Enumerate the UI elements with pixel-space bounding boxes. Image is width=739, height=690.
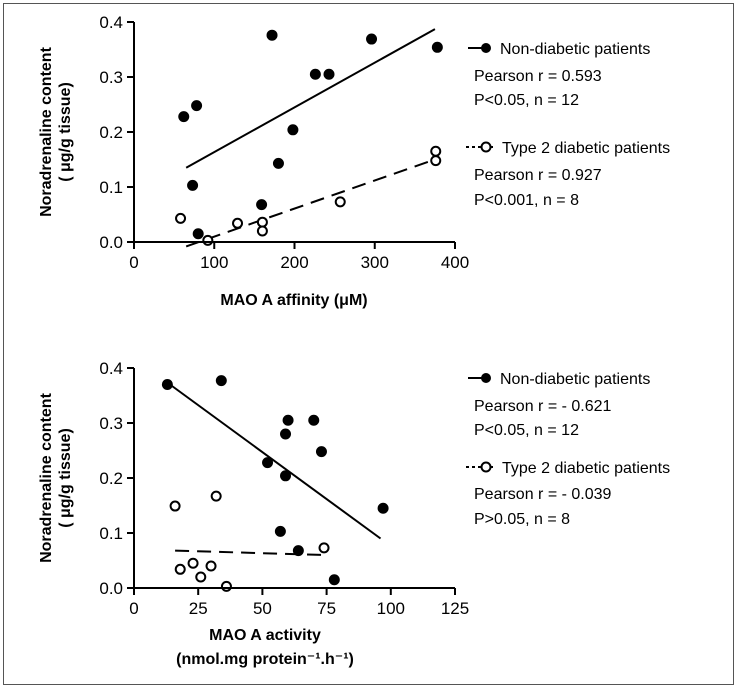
x-tick-label: 100 [377, 599, 405, 618]
y-axis-label-line1: Noradrenaline content [38, 392, 55, 562]
fit-line-nondiabetic [185, 28, 436, 169]
data-point-diabetic [430, 145, 442, 157]
data-point-diabetic [195, 571, 207, 583]
y-axis-label-line2: ( μg/g tissue) [57, 428, 74, 528]
y-tick-label: 0.4 [99, 13, 123, 32]
data-point-diabetic [232, 217, 244, 229]
data-point-nondiabetic [187, 179, 199, 191]
x-tick-label: 50 [253, 599, 272, 618]
data-point-diabetic [210, 490, 222, 502]
fit-line-diabetic [185, 158, 436, 248]
data-point-nondiabetic [272, 157, 284, 169]
data-point-diabetic [334, 196, 346, 208]
legend-marker-nondiabetic [481, 43, 491, 53]
legend-label-diabetic: Type 2 diabetic patients [502, 140, 670, 157]
data-point-nondiabetic [323, 68, 335, 80]
x-axis-label-line1: MAO A activity [209, 627, 321, 644]
x-tick-label: 400 [441, 253, 469, 272]
legend-label-nondiabetic: Non-diabetic patients [500, 41, 650, 58]
tick-group: 0 25 50 75 100 125 0.0 0.1 0.2 0.3 0.4 [99, 359, 469, 618]
data-point-nondiabetic [280, 470, 292, 482]
data-point-diabetic [256, 216, 268, 228]
data-point-nondiabetic [266, 29, 278, 41]
stats-diabetic-r: Pearson r = 0.927 [474, 167, 602, 184]
data-point-nondiabetic [282, 414, 294, 426]
data-point-nondiabetic [315, 446, 327, 458]
data-point-nondiabetic [292, 545, 304, 557]
x-tick-label: 200 [280, 253, 308, 272]
figure-frame [3, 3, 734, 685]
stats-nondiabetic-p: P<0.05, n = 12 [474, 422, 579, 439]
x-tick-label: 100 [200, 253, 228, 272]
x-tick-label: 75 [317, 599, 336, 618]
data-point-nondiabetic [256, 199, 268, 211]
y-tick-label: 0.1 [99, 178, 123, 197]
data-point-nondiabetic [161, 379, 173, 390]
data-point-diabetic [205, 560, 217, 572]
x-axis-label: MAO A affinity (μM) [220, 292, 367, 309]
data-point-diabetic [169, 500, 181, 512]
data-point-nondiabetic [178, 111, 190, 123]
fit-line-nondiabetic [169, 383, 382, 540]
x-tick-label: 0 [129, 599, 138, 618]
plot-area-activity [161, 375, 389, 592]
legend-label-nondiabetic: Non-diabetic patients [500, 371, 650, 388]
stats-nondiabetic-r: Pearson r = - 0.621 [474, 398, 612, 415]
data-point-nondiabetic [287, 124, 299, 136]
legend-label-diabetic: Type 2 diabetic patients [502, 460, 670, 477]
data-point-diabetic [220, 580, 232, 592]
legend-marker-diabetic [480, 461, 492, 473]
y-tick-label: 0.0 [99, 579, 123, 598]
stats-diabetic-r: Pearson r = - 0.039 [474, 486, 612, 503]
data-point-diabetic [202, 234, 214, 246]
data-point-diabetic [187, 557, 199, 569]
data-point-nondiabetic [280, 428, 292, 440]
x-tick-label: 300 [361, 253, 389, 272]
y-tick-label: 0.3 [99, 414, 123, 433]
legend-marker-diabetic [480, 141, 492, 153]
y-tick-label: 0.3 [99, 68, 123, 87]
x-tick-label: 125 [441, 599, 469, 618]
x-tick-label: 25 [189, 599, 208, 618]
y-axis-label-line1: Noradrenaline content [38, 46, 55, 216]
data-point-nondiabetic [274, 525, 286, 537]
data-point-diabetic [175, 212, 187, 224]
data-point-diabetic [318, 542, 330, 554]
y-axis-label-line2: ( μg/g tissue) [57, 82, 74, 182]
data-point-diabetic [174, 563, 186, 575]
stats-diabetic-p: P<0.001, n = 8 [474, 192, 579, 209]
data-point-nondiabetic [377, 502, 389, 514]
plot-area-affinity [175, 28, 443, 248]
x-tick-label: 0 [129, 253, 138, 272]
x-axis-label-line2: (nmol.mg protein⁻¹.h⁻¹) [176, 651, 354, 668]
y-tick-label: 0.2 [99, 123, 123, 142]
legend-marker-nondiabetic [481, 373, 491, 383]
stats-nondiabetic-p: P<0.05, n = 12 [474, 92, 579, 109]
data-point-nondiabetic [192, 228, 204, 240]
data-point-nondiabetic [215, 375, 227, 387]
stats-nondiabetic-r: Pearson r = 0.593 [474, 68, 602, 85]
chart-affinity: 0 100 200 300 400 0.0 0.1 0.2 0.3 0.4 Noradrenali… [38, 13, 670, 309]
y-tick-label: 0.2 [99, 469, 123, 488]
data-point-nondiabetic [191, 100, 203, 112]
y-tick-label: 0.0 [99, 233, 123, 252]
tick-group: 0 100 200 300 400 0.0 0.1 0.2 0.3 0.4 [99, 13, 469, 272]
data-point-nondiabetic [431, 41, 443, 53]
data-point-nondiabetic [328, 574, 340, 586]
data-point-nondiabetic [309, 68, 321, 80]
y-tick-label: 0.4 [99, 359, 123, 378]
data-point-nondiabetic [366, 33, 378, 45]
data-point-diabetic [256, 225, 268, 237]
chart-activity: 0 25 50 75 100 125 0.0 0.1 0.2 0.3 0.4 Noradrenali… [38, 359, 670, 668]
data-point-nondiabetic [262, 457, 274, 469]
stats-diabetic-p: P>0.05, n = 8 [474, 511, 570, 528]
y-tick-label: 0.1 [99, 524, 123, 543]
data-point-nondiabetic [308, 414, 320, 426]
fit-line-diabetic [175, 549, 325, 556]
data-point-diabetic [430, 155, 442, 167]
